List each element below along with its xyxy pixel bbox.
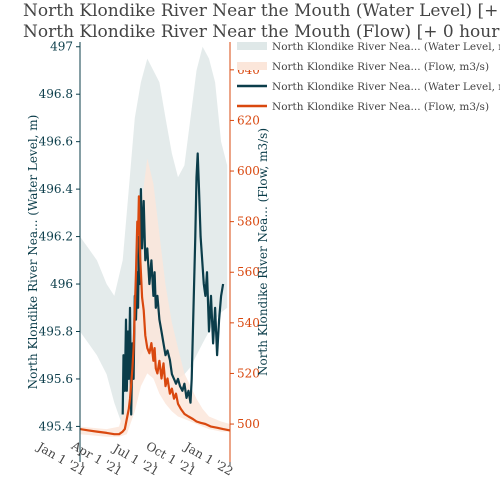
- legend-label: North Klondike River Nea... (Flow, m3/s): [272, 101, 489, 113]
- right-axis-ticks: 500520540560580600620640: [230, 63, 260, 431]
- right-tick-label: 620: [237, 113, 260, 127]
- left-tick-label: 496.8: [39, 87, 73, 101]
- right-tick-label: 580: [237, 215, 260, 229]
- left-tick-label: 495.8: [39, 324, 73, 338]
- axes: [79, 42, 231, 462]
- right-tick-label: 500: [237, 417, 260, 431]
- legend-label: North Klondike River Nea... (Flow, m3/s): [272, 61, 489, 73]
- legend-item[interactable]: North Klondike River Nea... (Flow, m3/s): [237, 61, 489, 73]
- flow-series-line: [79, 195, 231, 436]
- right-axis-title: North Klondike River Nea... (Flow, m3/s): [256, 128, 270, 376]
- left-tick-label: 496.2: [39, 230, 73, 244]
- legend-label: North Klondike River Nea... (Water Level…: [272, 41, 500, 53]
- left-tick-label: 496.4: [39, 182, 74, 196]
- left-tick-label: 497: [50, 40, 73, 54]
- legend: North Klondike River Nea... (Water Level…: [237, 41, 500, 113]
- right-tick-label: 520: [237, 366, 260, 380]
- legend-label: North Klondike River Nea... (Water Level…: [272, 81, 500, 93]
- legend-swatch-band: [237, 42, 267, 50]
- legend-item[interactable]: North Klondike River Nea... (Flow, m3/s): [237, 101, 489, 113]
- left-tick-label: 495.6: [39, 372, 73, 386]
- envelope-bands: [80, 46, 230, 437]
- right-tick-label: 540: [237, 316, 260, 330]
- legend-swatch-band: [237, 62, 267, 70]
- right-tick-label: 560: [237, 265, 260, 279]
- chart-title-line-2: North Klondike River Near the Mouth (Flo…: [23, 22, 500, 42]
- legend-item[interactable]: North Klondike River Nea... (Water Level…: [237, 41, 500, 53]
- left-axis-title: North Klondike River Nea... (Water Level…: [26, 115, 40, 390]
- series-lines: [79, 152, 231, 436]
- left-tick-label: 495.4: [39, 419, 74, 433]
- chart-title-line-1: North Klondike River Near the Mouth (Wat…: [23, 1, 500, 21]
- legend-item[interactable]: North Klondike River Nea... (Water Level…: [237, 81, 500, 93]
- right-tick-label: 600: [237, 164, 260, 178]
- left-tick-label: 496: [50, 277, 73, 291]
- left-tick-label: 496.6: [39, 135, 73, 149]
- left-axis-ticks: 495.4 495.6 495.8 496 496.2 496.4 496.6 496.8 49…: [39, 40, 80, 433]
